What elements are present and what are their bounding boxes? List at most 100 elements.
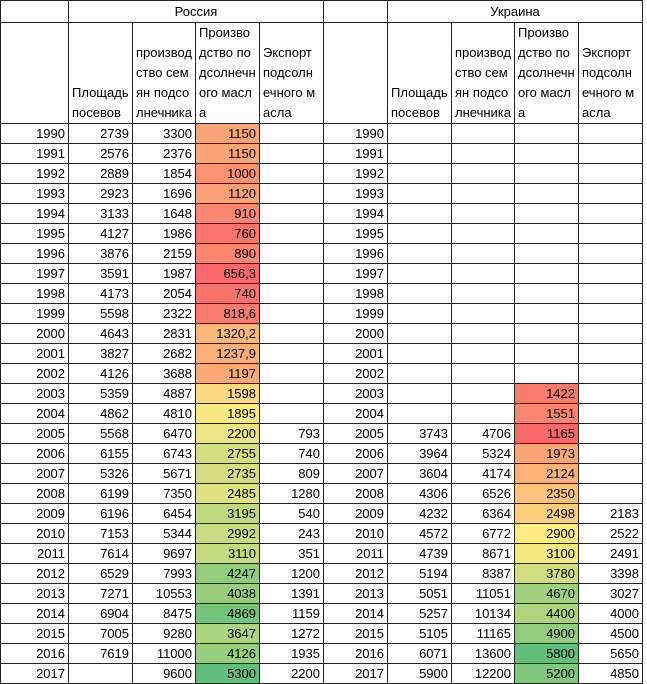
value-cell: 1165: [514, 423, 579, 444]
year-cell: 2009: [323, 503, 388, 524]
value-cell: 2124: [514, 463, 579, 484]
cell: [68, 663, 133, 684]
value-cell: 1120: [195, 183, 260, 204]
cell: [514, 143, 579, 164]
row: 1990 2739 3300 1150 1990: [0, 123, 643, 144]
cell: [578, 483, 643, 504]
row: 1994 3133 1648 910 1994: [0, 203, 643, 224]
cell: [451, 283, 515, 304]
value-cell: 9280: [132, 623, 196, 644]
column-header: Площадь посевов: [387, 22, 452, 124]
year-cell: 1994: [0, 203, 69, 224]
value-cell: 1422: [514, 383, 579, 404]
value-cell: 2889: [68, 163, 133, 184]
value-cell: 2491: [578, 543, 643, 564]
value-cell: 3876: [68, 243, 133, 264]
value-cell: 2054: [132, 283, 196, 304]
value-cell: 5800: [514, 643, 579, 664]
year-cell: 2010: [323, 523, 388, 544]
cell: [451, 363, 515, 384]
value-cell: 4572: [387, 523, 452, 544]
value-cell: 5671: [132, 463, 196, 484]
year-cell: 2002: [323, 363, 388, 384]
value-cell: 1320,2: [195, 323, 260, 344]
cell: [387, 323, 452, 344]
row: 2000 4643 2831 1320,2 2000: [0, 323, 643, 344]
value-cell: 4739: [387, 543, 452, 564]
cell: [259, 243, 324, 264]
cell: [451, 183, 515, 204]
cell: [578, 383, 643, 404]
row: 2010 7153 5344 2992 243 2010 4572 6772 2900 2522: [0, 523, 643, 544]
value-cell: 1854: [132, 163, 196, 184]
row: 2017 9600 5300 2200 2017 5900 12200 5200 4850: [0, 663, 643, 684]
cell: [578, 403, 643, 424]
value-cell: 13600: [451, 643, 515, 664]
value-cell: 1973: [514, 443, 579, 464]
cell: [387, 403, 452, 424]
group-title: Украина: [387, 0, 643, 23]
value-cell: 5300: [195, 663, 260, 684]
cell: [259, 163, 324, 184]
year-cell: 2003: [323, 383, 388, 404]
value-cell: 2992: [195, 523, 260, 544]
value-cell: 809: [259, 463, 324, 484]
value-cell: 6199: [68, 483, 133, 504]
cell: [578, 343, 643, 364]
value-cell: 4887: [132, 383, 196, 404]
value-cell: 4643: [68, 323, 133, 344]
row: 1997 3591 1987 656,3 1997: [0, 263, 643, 284]
value-cell: 4000: [578, 603, 643, 624]
year-cell: 1993: [323, 183, 388, 204]
value-cell: 5344: [132, 523, 196, 544]
cell: [259, 123, 324, 144]
year-cell: 2013: [0, 583, 69, 604]
value-cell: 5359: [68, 383, 133, 404]
year-cell: 2012: [0, 563, 69, 584]
value-cell: 1237,9: [195, 343, 260, 364]
cell: [578, 323, 643, 344]
cell: [387, 143, 452, 164]
cell: [387, 163, 452, 184]
cell: [259, 183, 324, 204]
cell: [387, 343, 452, 364]
cell: [259, 403, 324, 424]
cell: [387, 223, 452, 244]
value-cell: 5598: [68, 303, 133, 324]
cell: [451, 323, 515, 344]
cell: [259, 303, 324, 324]
value-cell: 2183: [578, 503, 643, 524]
cell: [259, 283, 324, 304]
value-cell: 2376: [132, 143, 196, 164]
value-cell: 1200: [259, 563, 324, 584]
group-header-row: Россия Украина: [0, 0, 643, 23]
cell: [514, 123, 579, 144]
row: 2014 6904 8475 4869 1159 2014 5257 10134 4400 400…: [0, 603, 643, 624]
cell: [578, 163, 643, 184]
cell: [387, 303, 452, 324]
year-cell: 1999: [0, 303, 69, 324]
year-cell: 2001: [0, 343, 69, 364]
value-cell: 5900: [387, 663, 452, 684]
year-cell: 1995: [323, 223, 388, 244]
cell: [514, 263, 579, 284]
column-header: производство семян подсолнечника: [132, 22, 196, 124]
cell: [451, 243, 515, 264]
value-cell: 1150: [195, 143, 260, 164]
value-cell: 6529: [68, 563, 133, 584]
cell: [259, 363, 324, 384]
year-cell: 2012: [323, 563, 388, 584]
cell: [514, 343, 579, 364]
year-cell: 1995: [0, 223, 69, 244]
value-cell: 4174: [451, 463, 515, 484]
cell: [451, 203, 515, 224]
cell: [514, 323, 579, 344]
value-cell: 5326: [68, 463, 133, 484]
cell: [578, 183, 643, 204]
value-cell: 540: [259, 503, 324, 524]
value-cell: 7005: [68, 623, 133, 644]
value-cell: 2498: [514, 503, 579, 524]
value-cell: 5051: [387, 583, 452, 604]
cell: [451, 163, 515, 184]
year-cell: 2005: [0, 423, 69, 444]
